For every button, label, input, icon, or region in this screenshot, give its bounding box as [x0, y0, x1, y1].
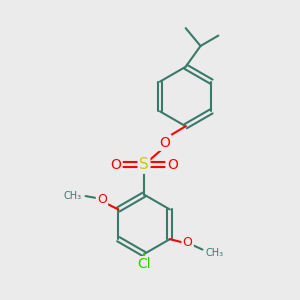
Text: O: O — [159, 136, 170, 150]
Text: CH₃: CH₃ — [206, 248, 224, 257]
Text: S: S — [139, 158, 149, 172]
Text: Cl: Cl — [137, 257, 151, 272]
Text: O: O — [167, 158, 178, 172]
Text: O: O — [183, 236, 193, 249]
Text: O: O — [97, 193, 107, 206]
Text: CH₃: CH₃ — [63, 191, 81, 201]
Text: O: O — [110, 158, 121, 172]
